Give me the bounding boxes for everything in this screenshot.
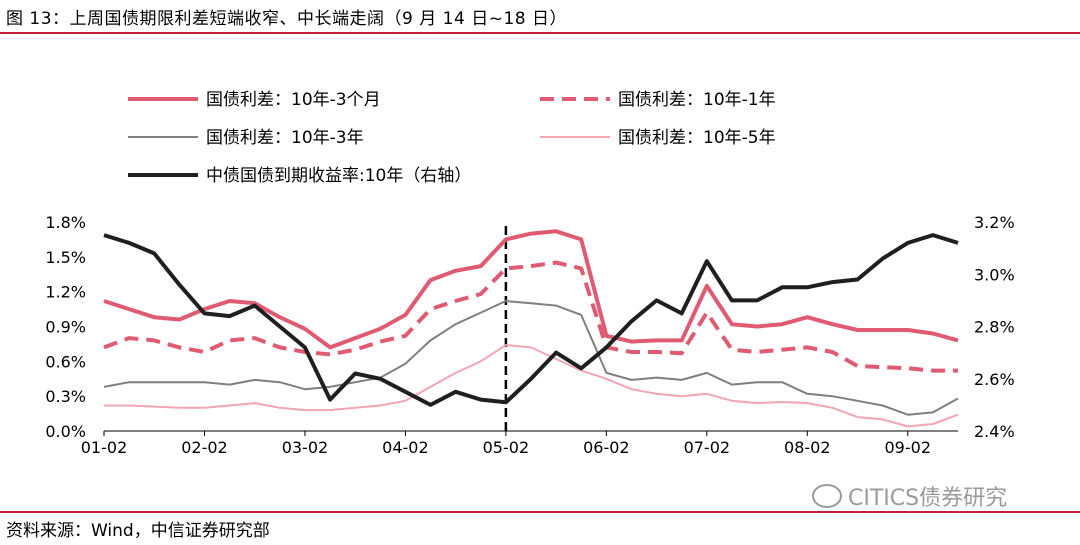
x-tick-label: 01-02 [81,438,128,457]
x-tick-label: 06-02 [583,438,630,457]
watermark-text: CITICS债券研究 [848,486,1008,511]
y-left-tick-label: 1.5% [45,248,86,267]
y-left-tick-label: 0.0% [45,422,86,441]
legend-label: 中债国债到期收益率:10年（右轴） [206,166,471,186]
legend-label: 国债利差：10年-5年 [618,128,776,148]
y-left-tick-label: 0.3% [45,387,86,406]
legend-label: 国债利差：10年-3个月 [206,90,381,110]
legend-label: 国债利差：10年-1年 [618,90,776,110]
x-tick-label: 08-02 [784,438,831,457]
bottom-rule [0,511,1080,513]
legend-label: 国债利差：10年-3年 [206,128,364,148]
x-tick-label: 05-02 [483,438,530,457]
x-tick-label: 09-02 [885,438,932,457]
top-rule [0,32,1080,34]
watermark: CITICS债券研究 [812,480,1007,512]
y-right-tick-label: 2.4% [974,422,1015,441]
y-left-tick-label: 0.6% [45,352,86,371]
x-tick-label: 03-02 [282,438,329,457]
series-line-0 [103,229,959,350]
y-left-tick-label: 0.9% [45,318,86,337]
x-tick-label: 02-02 [181,438,228,457]
source-note: 资料来源：Wind，中信证券研究部 [6,521,270,541]
y-right-tick-label: 2.6% [974,370,1015,389]
figure-caption: 图 13：上周国债期限利差短端收窄、中长端走阔（9 月 14 日~18 日） [6,9,567,29]
y-right-tick-label: 3.0% [974,265,1015,284]
series-line-2 [103,300,959,416]
chart-series [103,229,959,428]
y-left-tick-label: 1.2% [45,283,86,302]
series-line-1 [103,260,958,373]
series-line-3 [104,344,959,428]
x-tick-label: 07-02 [684,438,731,457]
y-right-tick-label: 3.2% [974,213,1015,232]
y-right-tick-label: 2.8% [974,318,1015,337]
y-left-tick-label: 1.8% [45,213,86,232]
wechat-icon [812,484,842,508]
x-tick-label: 04-02 [382,438,429,457]
series-line-4 [103,233,959,407]
chart-axes: 01-02 02-02 03-02 04-02 05-02 06-02 07-02 08-02… [45,213,1014,457]
